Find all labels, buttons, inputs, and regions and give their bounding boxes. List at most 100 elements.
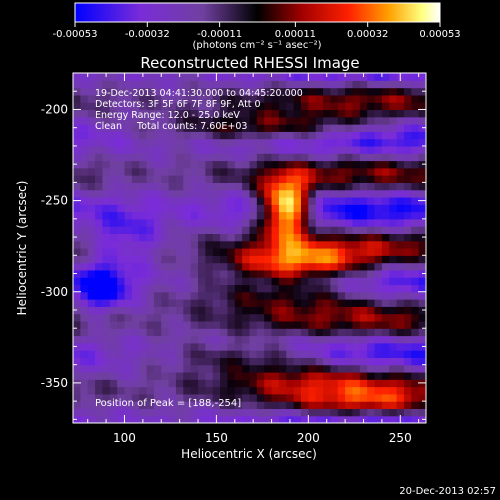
heatmap-cell [249,386,258,395]
heatmap-cell [102,284,111,293]
y-tick-label: -350 [41,376,68,390]
heatmap-cell [359,160,368,169]
heatmap-cell [153,291,162,300]
heatmap-cell [352,145,361,154]
heatmap-cell [227,306,236,315]
heatmap-cell [256,240,265,249]
heatmap-cell [249,218,258,227]
heatmap-cell [227,277,236,286]
heatmap-cell [271,196,280,205]
heatmap-cell [242,371,251,380]
heatmap-cell [109,109,118,118]
heatmap-cell [256,189,265,198]
heatmap-cell [403,182,412,191]
heatmap-cell [198,175,206,183]
heatmap-cell [227,167,236,176]
heatmap-cell [249,320,258,329]
heatmap-cell [403,204,412,213]
heatmap-cell [161,408,170,417]
heatmap-cell [234,196,243,205]
heatmap-cell [271,371,280,380]
heatmap-cell [175,291,184,300]
heatmap-cell [352,306,361,315]
heatmap-cell [80,248,89,256]
heatmap-cell [220,218,229,227]
heatmap-cell [374,262,383,271]
heatmap-cell [161,401,170,410]
heatmap-cell [256,182,265,191]
heatmap-cell [190,357,199,366]
heatmap-cell [102,145,111,154]
heatmap-cell [183,87,192,96]
heatmap-cell [109,87,118,96]
heatmap-cell [139,196,148,205]
heatmap-cell [183,94,192,103]
heatmap-cell [183,153,192,162]
heatmap-cell [300,393,309,402]
heatmap-cell [153,73,162,81]
heatmap-cell [418,175,426,183]
heatmap-cell [95,73,104,81]
heatmap-cell [293,393,302,402]
heatmap-cell [80,255,89,264]
heatmap-cell [323,153,331,162]
heatmap-cell [102,94,111,103]
x-tick-label: 250 [389,431,412,445]
heatmap-cell [161,153,170,162]
heatmap-cell [205,379,214,388]
heatmap-cell [411,124,420,132]
heatmap-cell [278,342,287,351]
heatmap-cell [418,299,426,307]
heatmap-cell [146,364,155,373]
heatmap-cell [139,401,148,410]
heatmap-cell [161,277,170,286]
heatmap-cell [168,102,177,111]
heatmap-cell [109,211,118,220]
heatmap-cell [109,226,118,235]
heatmap-cell [308,240,317,249]
heatmap-cell [359,131,368,140]
heatmap-cell [242,320,251,329]
heatmap-cell [256,306,265,315]
heatmap-cell [73,248,81,256]
heatmap-cell [183,109,192,118]
heatmap-cell [198,401,206,410]
heatmap-cell [352,350,361,358]
heatmap-cell [95,255,104,264]
heatmap-cell [300,233,309,242]
heatmap-cell [337,218,346,227]
heatmap-cell [249,211,258,220]
heatmap-cell [124,379,133,388]
heatmap-cell [205,196,214,205]
heatmap-cell [315,131,324,140]
heatmap-cell [190,277,199,286]
heatmap-cell [205,87,214,96]
heatmap-cell [131,204,140,213]
heatmap-cell [300,211,309,220]
heatmap-cell [300,320,309,329]
heatmap-cell [411,182,420,191]
heatmap-cell [87,218,96,227]
heatmap-cell [264,124,273,132]
heatmap-cell [175,262,184,271]
heatmap-cell [212,350,221,358]
heatmap-cell [345,102,354,111]
heatmap-cell [95,379,104,388]
heatmap-cell [271,175,280,183]
heatmap-cell [117,306,126,315]
heatmap-cell [381,145,390,154]
heatmap-cell [139,262,148,271]
heatmap-cell [374,415,383,423]
heatmap-cell [234,218,243,227]
heatmap-cell [212,226,221,235]
heatmap-cell [396,131,405,140]
heatmap-cell [205,145,214,154]
heatmap-cell [139,255,148,264]
heatmap-cell [271,269,280,278]
heatmap-cell [293,269,302,278]
heatmap-cell [109,386,118,395]
heatmap-cell [411,80,420,89]
heatmap-cell [352,80,361,89]
heatmap-cell [374,160,383,169]
heatmap-cell [264,109,273,118]
